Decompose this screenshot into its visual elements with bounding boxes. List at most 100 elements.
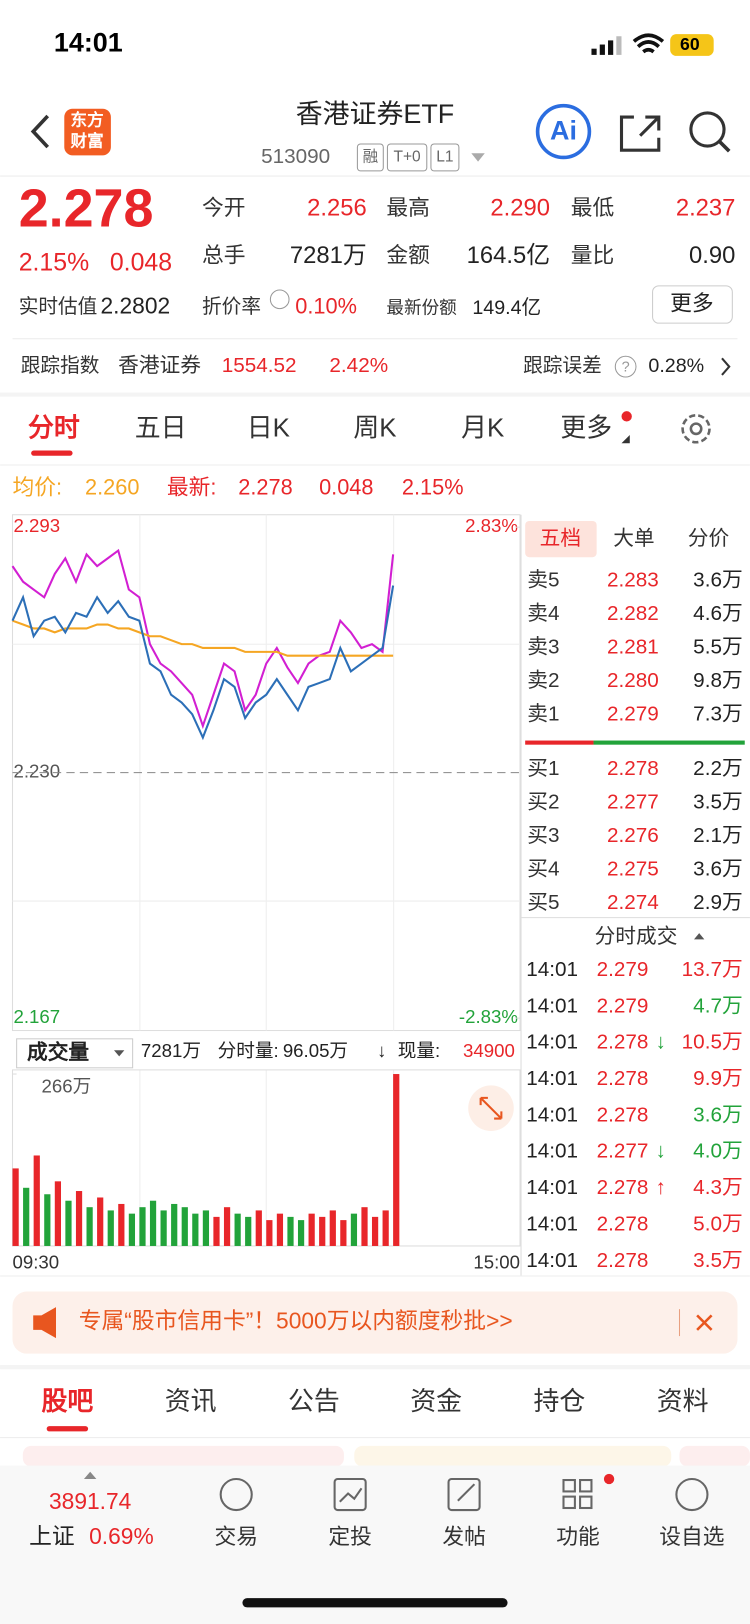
trade-volume: 4.3万: [693, 1176, 742, 1199]
watch-icon[interactable]: [675, 1477, 709, 1512]
nav-label[interactable]: 定投: [328, 1524, 372, 1549]
card[interactable]: [22, 1445, 344, 1467]
volume-bar: [149, 1200, 157, 1246]
help-icon[interactable]: [614, 355, 637, 378]
dropdown-arrow[interactable]: [471, 153, 485, 162]
volume-menu[interactable]: [16, 1038, 134, 1069]
trade-icon[interactable]: [219, 1477, 253, 1512]
book-price: 2.274: [607, 891, 659, 914]
chevron[interactable]: [721, 357, 731, 376]
volume-bar: [361, 1207, 368, 1246]
book-volume: 2.2万: [693, 757, 742, 780]
menu-arrow: [114, 1050, 125, 1057]
ask-bid-ratio: [525, 740, 594, 745]
volume-bar: [223, 1207, 231, 1246]
book-price: 2.282: [607, 602, 659, 625]
volume-menu-label[interactable]: 成交量: [27, 1040, 89, 1064]
nav-label[interactable]: 交易: [214, 1524, 258, 1549]
index-line: [11, 548, 395, 730]
change-pct: 2.15%: [19, 250, 89, 277]
banner-text[interactable]: 专属“股市信用卡”！5000万以内额度秒批>>: [79, 1308, 513, 1334]
tab[interactable]: 更多: [560, 414, 612, 443]
volume-bar: [75, 1191, 83, 1246]
nav-label[interactable]: 设自选: [659, 1524, 724, 1549]
more-button[interactable]: [652, 285, 733, 324]
trade-arrow: ↓: [656, 1140, 666, 1163]
y2-tick-label: 2.83%: [465, 515, 518, 536]
estimate: 2.2802: [101, 293, 171, 319]
trade-volume: 5.0万: [693, 1212, 742, 1235]
book-price: 2.275: [607, 857, 659, 880]
book-tab[interactable]: 分价: [688, 527, 730, 550]
post-pen: [457, 1483, 476, 1502]
book-price: 2.277: [607, 790, 659, 813]
card[interactable]: [354, 1445, 672, 1467]
section-tab[interactable]: 资金: [410, 1387, 462, 1416]
index-value[interactable]: 3891.74: [49, 1488, 131, 1514]
volume-bar: [33, 1155, 40, 1246]
book-tab[interactable]: 大单: [613, 527, 654, 550]
settings-center: [689, 422, 703, 436]
title: 香港证券ETF: [296, 99, 454, 129]
trade-price: 2.278: [597, 1067, 649, 1090]
field-label: 最低: [571, 195, 615, 220]
book-tab[interactable]: 五档: [540, 527, 581, 550]
search-handle: [718, 140, 731, 153]
section-tab[interactable]: 持仓: [533, 1387, 585, 1416]
share-button[interactable]: [619, 115, 661, 152]
book-price: 2.280: [607, 669, 659, 692]
tab[interactable]: 五日: [135, 415, 187, 443]
index-arrow: [83, 1471, 97, 1479]
tab[interactable]: 月K: [461, 415, 504, 443]
section-tab[interactable]: 资讯: [165, 1387, 217, 1416]
ai-button[interactable]: [535, 103, 592, 160]
tab-selected: [525, 520, 597, 558]
tab[interactable]: 分时: [28, 414, 80, 443]
close-button[interactable]: [696, 1314, 713, 1331]
banner[interactable]: [12, 1291, 738, 1354]
tab[interactable]: 周K: [353, 415, 396, 443]
post-icon[interactable]: [447, 1477, 481, 1512]
trade-volume: 4.0万: [693, 1140, 742, 1163]
section-tab[interactable]: 股吧: [42, 1388, 94, 1416]
volume-bar: [118, 1203, 125, 1246]
section-tab[interactable]: 资料: [657, 1387, 709, 1416]
settings-button[interactable]: [681, 414, 711, 444]
wifi: [632, 33, 665, 54]
logo-text: 财富: [71, 130, 104, 150]
signal-bar: [616, 36, 622, 55]
separator: [0, 392, 750, 397]
trade-time: 14:01: [526, 1249, 578, 1272]
back-button[interactable]: [30, 114, 50, 149]
ai-label[interactable]: Ai: [550, 116, 577, 146]
search-button[interactable]: [689, 111, 726, 148]
trade-volume: 10.5万: [682, 1031, 743, 1054]
volume-bar: [319, 1216, 326, 1246]
trade-time: 14:01: [526, 1212, 578, 1235]
section-tab[interactable]: 公告: [288, 1387, 340, 1416]
avg-label: 均价:: [13, 475, 63, 500]
trade-price: 2.278: [597, 1249, 649, 1272]
trade-time: 14:01: [526, 958, 578, 981]
volume-bar: [12, 1168, 19, 1246]
nav-label[interactable]: 发帖: [442, 1524, 486, 1549]
info-icon[interactable]: [269, 289, 290, 310]
tracking-value: 1554.52: [222, 354, 297, 377]
expand-icon: [479, 1096, 503, 1120]
volume-bar: [160, 1210, 167, 1246]
volume-bar: [97, 1197, 104, 1246]
card[interactable]: [679, 1445, 750, 1467]
nav-label[interactable]: 功能: [556, 1524, 600, 1549]
more-label[interactable]: 更多: [670, 290, 714, 315]
func-icon[interactable]: [562, 1479, 576, 1493]
bottom-nav: [0, 1465, 750, 1624]
trade-arrow: ↓: [656, 1031, 666, 1054]
book-label: 买4: [527, 857, 559, 880]
field-label: 量比: [571, 243, 615, 268]
invest-icon[interactable]: [333, 1477, 367, 1512]
discount: 0.10%: [295, 293, 357, 318]
estimate-label: 实时估值: [19, 296, 98, 318]
index-name: 上证: [29, 1523, 75, 1549]
tab[interactable]: 日K: [247, 415, 290, 443]
